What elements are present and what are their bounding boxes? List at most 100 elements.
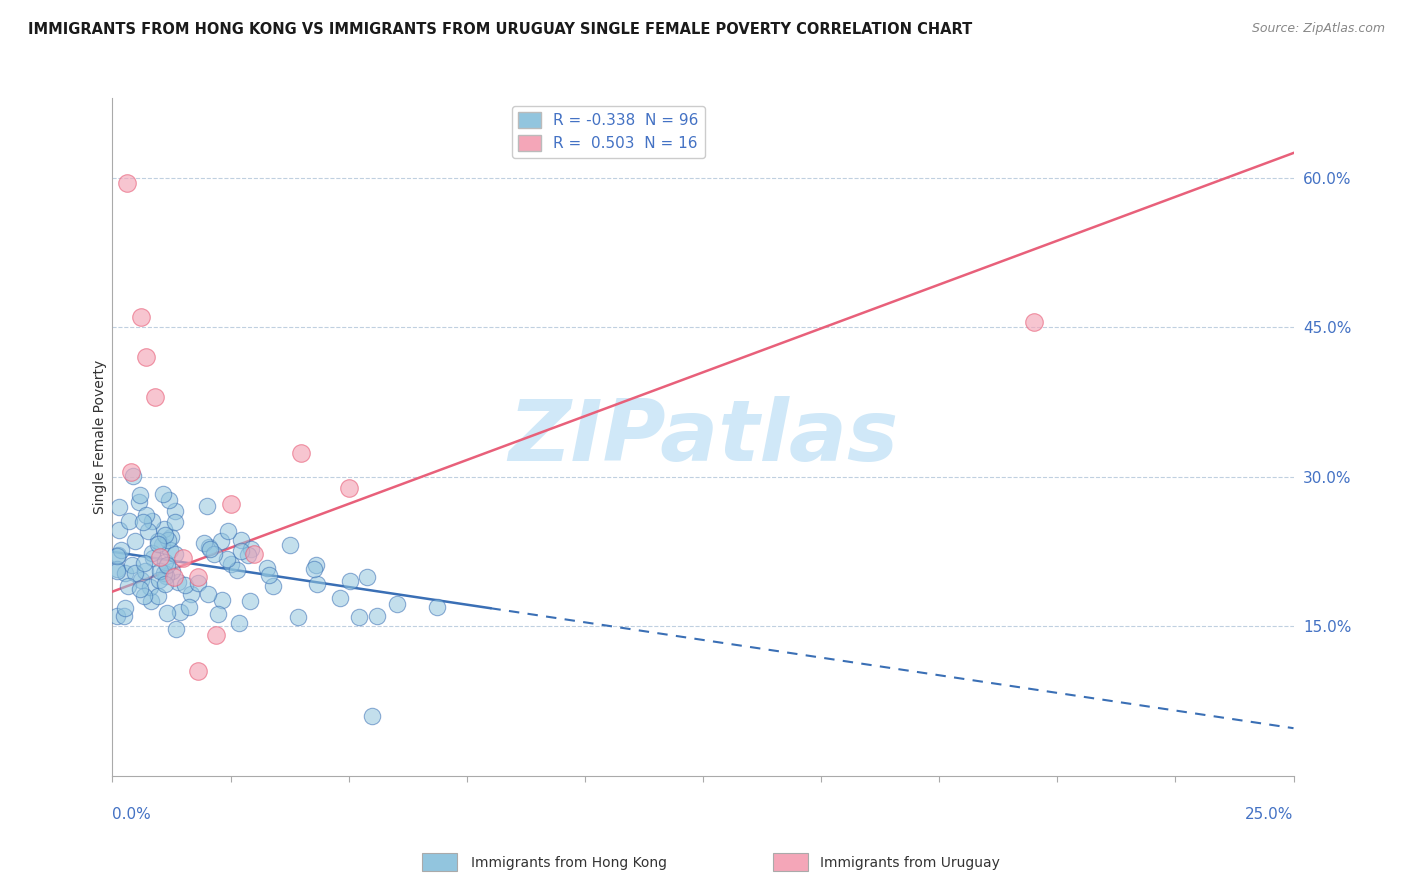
Point <box>153 555 176 569</box>
Point <box>302 562 325 576</box>
Point <box>337 481 360 495</box>
Point <box>165 547 187 561</box>
Point <box>150 537 173 551</box>
Point <box>165 622 187 636</box>
Point <box>155 528 177 542</box>
Point <box>152 566 174 580</box>
Point <box>287 610 309 624</box>
Point <box>149 549 172 564</box>
Point <box>124 534 146 549</box>
Point <box>155 568 177 582</box>
Point <box>135 351 157 365</box>
Point <box>128 495 150 509</box>
Point <box>114 601 136 615</box>
Point <box>177 599 200 614</box>
Point <box>120 465 142 479</box>
Point <box>105 562 128 576</box>
Point <box>148 573 170 587</box>
Point <box>132 556 155 570</box>
Point <box>197 587 219 601</box>
Point <box>209 533 232 548</box>
Point <box>160 530 183 544</box>
Point <box>131 573 153 587</box>
Point <box>134 565 156 579</box>
Point <box>118 514 141 528</box>
Point <box>142 551 165 566</box>
Point <box>186 569 208 583</box>
Point <box>173 578 195 592</box>
Point <box>172 551 194 566</box>
Point <box>238 593 260 607</box>
Point <box>278 538 301 552</box>
Point <box>105 609 128 624</box>
Point <box>217 524 239 538</box>
Point <box>329 591 352 605</box>
Point <box>156 558 179 572</box>
Point <box>159 542 181 557</box>
Point <box>132 589 155 603</box>
Point <box>143 390 166 404</box>
Point <box>105 549 128 563</box>
Point <box>153 577 176 591</box>
Legend: R = -0.338  N = 96, R =  0.503  N = 16: R = -0.338 N = 96, R = 0.503 N = 16 <box>512 106 704 158</box>
Point <box>135 508 157 522</box>
Point <box>211 593 233 607</box>
Point <box>110 542 132 557</box>
Point <box>229 543 252 558</box>
Point <box>108 523 131 537</box>
Point <box>138 580 160 594</box>
Point <box>146 537 169 551</box>
Point <box>129 310 152 325</box>
Text: ZIPatlas: ZIPatlas <box>508 395 898 479</box>
Point <box>195 499 218 513</box>
Text: Immigrants from Uruguay: Immigrants from Uruguay <box>820 856 1000 871</box>
Point <box>228 615 250 630</box>
Point <box>305 577 328 591</box>
Point <box>202 547 225 561</box>
Point <box>256 561 278 575</box>
Text: Source: ZipAtlas.com: Source: ZipAtlas.com <box>1251 22 1385 36</box>
Point <box>132 515 155 529</box>
Point <box>105 564 128 578</box>
Point <box>165 516 187 530</box>
Point <box>169 605 191 619</box>
Text: 25.0%: 25.0% <box>1246 807 1294 822</box>
Point <box>152 522 174 536</box>
Point <box>167 575 190 590</box>
Point <box>160 564 183 578</box>
Point <box>219 497 242 511</box>
Point <box>141 593 163 607</box>
Point <box>152 487 174 501</box>
Point <box>347 610 370 624</box>
Point <box>217 552 239 566</box>
Point <box>141 546 163 560</box>
Point <box>366 609 388 624</box>
Point <box>114 566 136 581</box>
Text: Immigrants from Hong Kong: Immigrants from Hong Kong <box>471 856 666 871</box>
Point <box>257 567 280 582</box>
Y-axis label: Single Female Poverty: Single Female Poverty <box>93 360 107 514</box>
Point <box>146 534 169 549</box>
Point <box>129 488 152 502</box>
Point <box>1022 315 1045 329</box>
Point <box>107 548 129 562</box>
Point <box>146 589 169 603</box>
Point <box>157 493 180 508</box>
Point <box>305 558 328 573</box>
Point <box>207 607 229 621</box>
Point <box>239 541 262 556</box>
Point <box>163 569 186 583</box>
Point <box>112 609 135 624</box>
Point <box>219 557 242 571</box>
Point <box>198 540 221 554</box>
Point <box>356 570 378 584</box>
Point <box>262 578 284 592</box>
Point <box>361 709 384 723</box>
Point <box>122 469 145 483</box>
Point <box>205 628 228 642</box>
Point <box>108 500 131 515</box>
Point <box>236 549 259 563</box>
Point <box>186 664 208 678</box>
Point <box>339 574 361 588</box>
Point <box>187 575 209 590</box>
